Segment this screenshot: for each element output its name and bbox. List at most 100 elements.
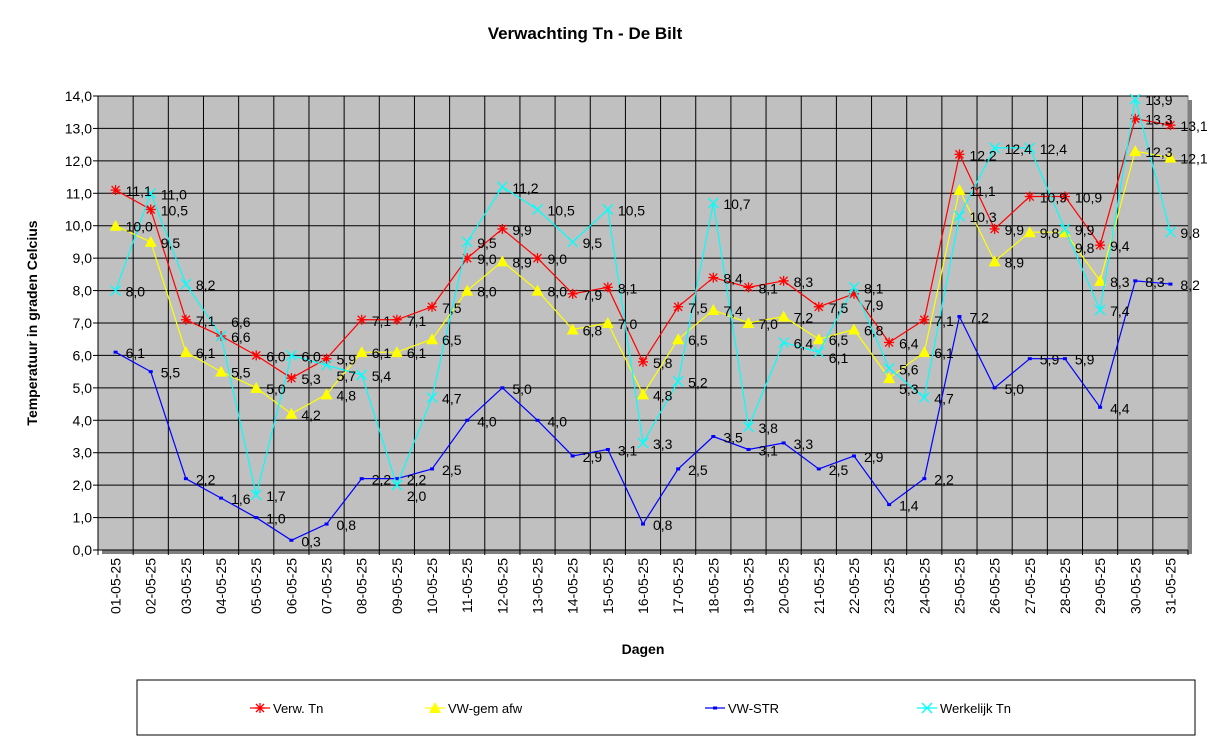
data-label: 1,7	[266, 488, 286, 504]
x-tick-label: 30-05-25	[1127, 558, 1143, 614]
data-point	[356, 369, 368, 381]
data-label: 9,4	[1110, 238, 1130, 254]
y-tick-label: 2,0	[73, 477, 93, 493]
marker-stroke	[567, 236, 579, 248]
y-axis-label: Temperatuur in graden Celcius	[24, 220, 40, 425]
data-point	[426, 392, 438, 404]
marker-shape	[566, 323, 579, 335]
y-tick-label: 12,0	[65, 153, 92, 169]
x-tick-label: 28-05-25	[1057, 558, 1073, 614]
marker-stroke	[145, 187, 157, 199]
marker-shape	[711, 435, 716, 438]
marker-shape	[430, 467, 435, 471]
data-label: 1,4	[899, 498, 919, 514]
data-label: 5,9	[1040, 352, 1060, 368]
marker-shape	[713, 706, 717, 710]
data-point	[922, 477, 927, 481]
data-point	[390, 346, 403, 358]
data-label: 4,0	[477, 413, 497, 429]
x-axis-label: Dagen	[622, 641, 665, 657]
data-point	[391, 479, 403, 491]
data-point	[848, 281, 860, 293]
data-point	[707, 197, 719, 209]
marker-shape	[219, 496, 224, 500]
data-label: 1,0	[266, 511, 286, 527]
data-point	[113, 350, 118, 354]
data-point	[1133, 279, 1138, 283]
marker-shape	[183, 477, 188, 481]
data-label: 4,0	[548, 413, 568, 429]
data-point	[778, 275, 789, 286]
marker-shape	[250, 381, 263, 393]
data-label: 8,1	[864, 280, 884, 296]
data-label: 8,1	[758, 280, 778, 296]
chart-title: Verwachting Tn - De Bilt	[488, 24, 683, 43]
data-label: 5,5	[161, 365, 181, 381]
y-tick-label: 13,0	[65, 120, 92, 136]
data-label: 9,0	[477, 251, 497, 267]
data-point	[109, 219, 122, 231]
data-point	[641, 522, 645, 526]
legend-marker	[713, 706, 717, 710]
marker-shape	[461, 284, 474, 296]
data-label: 5,2	[688, 374, 708, 390]
data-point	[605, 447, 610, 451]
data-label: 10,5	[161, 203, 188, 219]
marker-shape	[1023, 226, 1036, 238]
data-point	[567, 288, 578, 299]
marker-shape	[707, 304, 720, 316]
data-point	[602, 282, 613, 293]
marker-stroke	[918, 392, 930, 404]
data-point	[251, 350, 262, 361]
data-point	[812, 333, 825, 345]
data-label: 0,3	[301, 533, 321, 549]
marker-shape	[429, 702, 441, 713]
marker-stroke	[180, 278, 192, 290]
x-tick-label: 25-05-25	[951, 558, 967, 614]
marker-shape	[1062, 357, 1067, 361]
x-tick-label: 22-05-25	[846, 558, 862, 614]
data-point	[673, 301, 684, 312]
y-tick-label: 6,0	[73, 347, 93, 363]
data-label: 7,9	[583, 287, 603, 303]
data-point	[321, 353, 332, 364]
legend-item: Werkelijk Tn	[917, 701, 1011, 716]
y-tick-label: 11,0	[66, 185, 92, 201]
marker-shape	[1133, 279, 1138, 283]
data-point	[285, 349, 297, 361]
data-point	[781, 441, 786, 445]
data-label: 8,2	[1180, 277, 1200, 293]
data-label: 7,1	[372, 313, 392, 329]
data-point	[1129, 145, 1142, 157]
marker-stroke	[921, 702, 933, 714]
data-label: 6,0	[266, 348, 286, 364]
data-label: 5,6	[899, 361, 919, 377]
data-point	[992, 386, 997, 390]
data-point	[1095, 240, 1106, 251]
data-label: 2,2	[407, 472, 427, 488]
data-label: 5,7	[337, 368, 357, 384]
data-label: 9,8	[1040, 225, 1060, 241]
data-label: 7,1	[934, 313, 954, 329]
data-label: 7,1	[196, 313, 216, 329]
marker-shape	[922, 477, 927, 481]
data-point	[638, 356, 648, 367]
data-point	[394, 477, 399, 481]
data-label: 10,9	[1040, 190, 1067, 206]
data-label: 6,1	[372, 345, 392, 361]
x-tick-label: 13-05-25	[530, 558, 546, 614]
data-label: 8,2	[196, 277, 216, 293]
data-point	[711, 435, 716, 438]
data-point	[1027, 357, 1032, 361]
data-label: 8,3	[1145, 274, 1165, 290]
legend-item: Verw. Tn	[250, 701, 323, 716]
data-point	[813, 346, 825, 358]
marker-shape	[535, 418, 540, 422]
data-label: 9,9	[1005, 222, 1025, 238]
data-point	[918, 346, 931, 358]
data-point	[430, 467, 435, 471]
data-label: 8,1	[618, 280, 638, 296]
data-label: 6,4	[899, 335, 919, 351]
y-tick-label: 9,0	[73, 250, 93, 266]
